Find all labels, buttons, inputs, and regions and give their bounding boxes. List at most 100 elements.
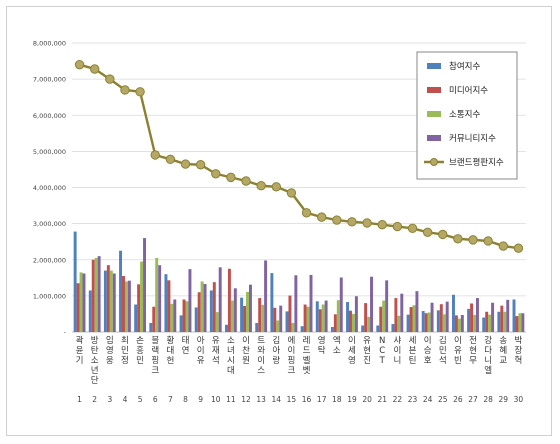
x-number-label: 6 — [153, 395, 158, 404]
bar — [500, 305, 504, 332]
bar — [333, 314, 337, 332]
bar — [473, 315, 476, 332]
bar — [285, 311, 289, 332]
x-number-label: 24 — [423, 395, 433, 404]
bar — [485, 311, 489, 332]
bar — [248, 284, 252, 332]
bar — [106, 265, 110, 332]
bar — [243, 305, 247, 332]
bar — [497, 311, 501, 332]
bar — [376, 325, 380, 332]
bar — [270, 273, 274, 332]
bar — [309, 274, 313, 332]
bar — [391, 324, 395, 332]
bar — [218, 267, 222, 332]
line-point — [286, 188, 297, 198]
legend-label: 커뮤니티지수 — [449, 133, 496, 144]
y-tick-label: 2,000,000 — [33, 256, 66, 264]
x-number-label: 13 — [256, 395, 266, 404]
bar — [330, 326, 334, 332]
bar — [451, 294, 455, 332]
legend-swatch — [427, 135, 441, 141]
bar — [315, 301, 319, 332]
bar — [261, 304, 265, 332]
x-number-label: 9 — [198, 395, 203, 404]
x-number-label: 27 — [468, 395, 478, 404]
legend-label: 소통지수 — [449, 110, 480, 120]
line-point — [483, 236, 493, 246]
x-number-label: 15 — [287, 395, 297, 404]
bar — [339, 277, 343, 332]
bar — [300, 326, 304, 332]
bar — [503, 311, 507, 332]
bar — [346, 302, 350, 332]
bar — [427, 312, 431, 332]
bar — [361, 325, 365, 332]
bar — [406, 314, 410, 332]
line-series — [74, 59, 524, 253]
bar — [279, 305, 283, 332]
x-number-label: 7 — [168, 395, 173, 404]
bar — [321, 304, 325, 332]
bar — [97, 256, 101, 332]
y-tick-label: 4,000,000 — [33, 184, 66, 192]
bar — [276, 320, 280, 332]
y-tick-label: 8,000,000 — [33, 40, 66, 48]
x-number-label: 19 — [347, 395, 357, 404]
bar — [294, 275, 298, 332]
x-number-label: 5 — [138, 395, 143, 404]
line-point — [453, 234, 463, 244]
line-point — [317, 212, 327, 222]
bar — [224, 324, 228, 332]
bar — [264, 260, 268, 332]
line-point — [195, 160, 206, 170]
y-tick-label: 7,000,000 — [33, 76, 66, 84]
line-point — [438, 229, 448, 240]
bar — [143, 238, 147, 332]
legend-swatch — [427, 111, 441, 117]
legend-swatch — [427, 87, 441, 93]
bar — [351, 313, 355, 332]
line-point — [74, 59, 85, 70]
y-tick-label: 3,000,000 — [33, 220, 66, 228]
bar — [112, 273, 116, 332]
bar — [336, 300, 340, 332]
bar — [518, 313, 522, 332]
bar — [233, 288, 237, 332]
line-point — [498, 241, 508, 251]
bar — [430, 302, 434, 332]
line-point — [468, 235, 478, 245]
bar — [122, 276, 125, 332]
bar — [230, 300, 234, 332]
line-point — [301, 208, 312, 218]
x-number-label: 28 — [483, 395, 493, 404]
bar — [273, 307, 277, 332]
bar — [82, 273, 86, 332]
x-number-label: 4 — [123, 395, 128, 404]
x-number-label: 10 — [211, 395, 221, 404]
line-point — [271, 182, 281, 192]
bar — [475, 298, 479, 332]
bar — [203, 283, 207, 332]
bar — [76, 283, 80, 332]
bar — [212, 282, 216, 332]
x-number-label: 25 — [438, 395, 448, 404]
y-tick-label: - — [64, 329, 67, 337]
bar — [291, 322, 295, 332]
